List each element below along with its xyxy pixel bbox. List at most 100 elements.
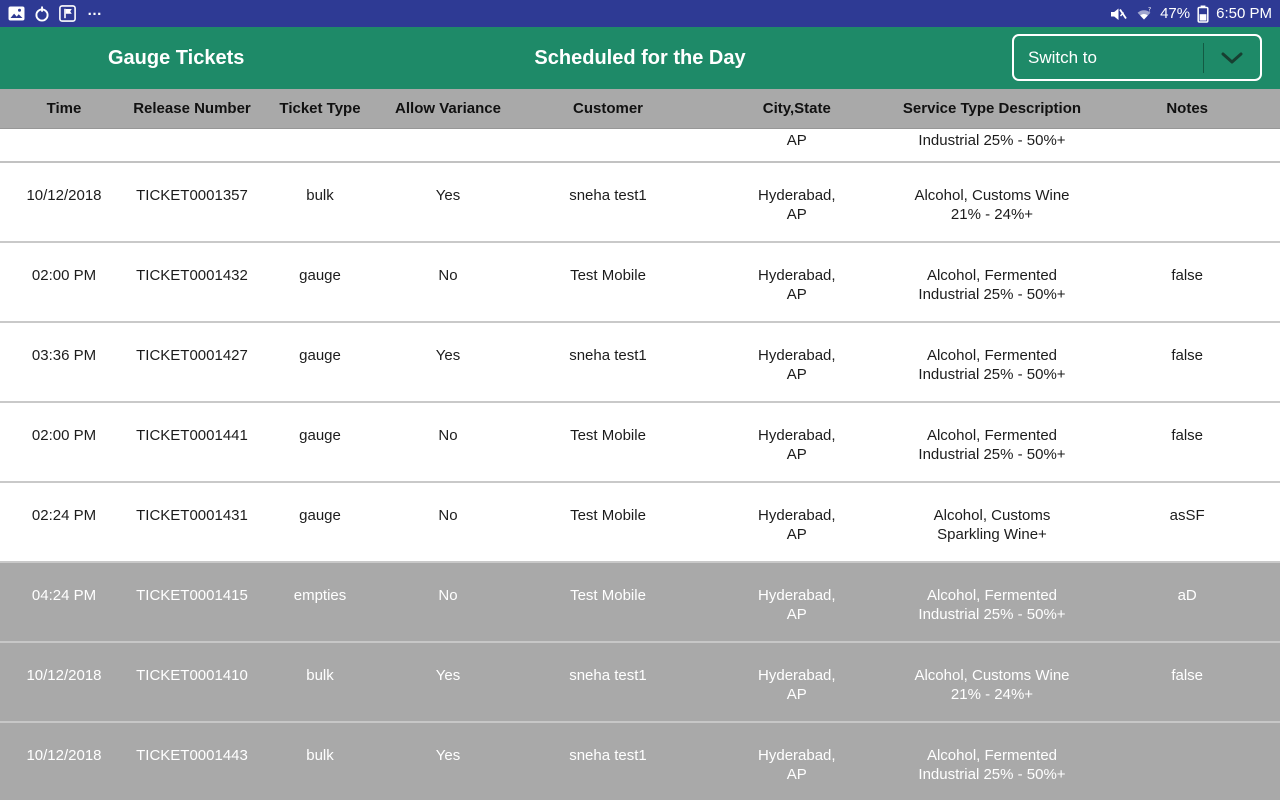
- cell-customer: Test Mobile: [570, 587, 646, 604]
- page-title: Gauge Tickets: [108, 46, 245, 69]
- column-header-time: Time: [46, 100, 82, 117]
- cell-release-number: TICKET0001427: [136, 347, 248, 364]
- app-header: Gauge Tickets Scheduled for the Day Swit…: [0, 27, 1280, 89]
- gallery-icon: [8, 6, 25, 21]
- cell-notes: false: [1171, 427, 1204, 444]
- table-header-row: Time Release Number Ticket Type Allow Va…: [0, 89, 1280, 129]
- flag-icon: [59, 5, 76, 22]
- cell-service-type: Alcohol, Customs Wine 21% - 24%+: [914, 187, 1070, 223]
- cell-city-state: Hyderabad, AP: [758, 267, 836, 303]
- cell-city-state: Hyderabad, AP: [758, 427, 836, 463]
- mute-icon: [1109, 6, 1128, 22]
- cell-ticket-type: empties: [293, 587, 347, 604]
- table-row[interactable]: 02:00 PM TICKET0001432 gauge No Test Mob…: [0, 243, 1280, 323]
- cell-notes: asSF: [1169, 507, 1205, 524]
- status-clock: 6:50 PM: [1216, 5, 1272, 22]
- more-notifications-dots: …: [87, 2, 104, 19]
- cell-allow-variance: No: [438, 587, 458, 604]
- cell-notes: false: [1171, 667, 1204, 684]
- cell-ticket-type: gauge: [299, 347, 341, 364]
- cell-city-state: Hyderabad, AP: [758, 747, 836, 783]
- cell-service-type: Alcohol, Fermented Industrial 25% - 50%+: [918, 427, 1066, 463]
- power-icon: [34, 6, 50, 22]
- cell-allow-variance: Yes: [435, 667, 461, 684]
- cell-city-state: Hyderabad, AP: [758, 347, 836, 383]
- cell-notes: aD: [1177, 587, 1197, 604]
- cell-release-number: TICKET0001441: [136, 427, 248, 444]
- page-subtitle: Scheduled for the Day: [534, 46, 746, 69]
- cell-time: 10/12/2018: [26, 747, 102, 764]
- column-header-city-state: City,State: [762, 100, 831, 117]
- column-header-ticket-type: Ticket Type: [279, 100, 361, 117]
- table-row[interactable]: 03:36 PM TICKET0001427 gauge Yes sneha t…: [0, 323, 1280, 403]
- cell-release-number: TICKET0001432: [136, 267, 248, 284]
- cell-customer: sneha test1: [569, 747, 647, 764]
- switch-to-dropdown[interactable]: Switch to: [1012, 34, 1262, 81]
- cell-customer: sneha test1: [569, 667, 647, 684]
- column-header-notes: Notes: [1166, 100, 1209, 117]
- cell-city-state: Hyderabad, AP: [758, 587, 836, 623]
- table-body: AP Industrial 25% - 50%+ 10/12/2018 TICK…: [0, 129, 1280, 800]
- column-header-allow-variance: Allow Variance: [395, 100, 501, 117]
- cell-allow-variance: Yes: [435, 347, 461, 364]
- column-header-release-number: Release Number: [133, 100, 251, 117]
- battery-percent: 47%: [1160, 5, 1191, 22]
- cell-allow-variance: No: [438, 267, 458, 284]
- cell-time: 04:24 PM: [31, 587, 97, 604]
- cell-allow-variance: Yes: [435, 747, 461, 764]
- cell-release-number: TICKET0001431: [136, 507, 248, 524]
- cell-service-type: Alcohol, Fermented Industrial 25% - 50%+: [918, 267, 1066, 303]
- table-row[interactable]: 02:24 PM TICKET0001431 gauge No Test Mob…: [0, 483, 1280, 563]
- cell-ticket-type: gauge: [299, 267, 341, 284]
- cell-city-state: Hyderabad, AP: [758, 507, 836, 543]
- cell-customer: Test Mobile: [570, 507, 646, 524]
- cell-customer: sneha test1: [569, 187, 647, 204]
- column-header-customer: Customer: [572, 100, 643, 117]
- cell-service-type: Alcohol, Fermented Industrial 25% - 50%+: [918, 587, 1066, 623]
- switch-to-label: Switch to: [1028, 47, 1097, 67]
- cell-customer: Test Mobile: [570, 427, 646, 444]
- cell-ticket-type: bulk: [306, 747, 334, 764]
- cell-service-type: Alcohol, Customs Wine 21% - 24%+: [914, 667, 1070, 703]
- cell-service-type: Alcohol, Fermented Industrial 25% - 50%+: [918, 747, 1066, 783]
- cell-allow-variance: Yes: [435, 187, 461, 204]
- cell-time: 02:00 PM: [31, 427, 97, 444]
- svg-text:?: ?: [1148, 7, 1151, 14]
- column-header-service-type: Service Type Description: [902, 100, 1082, 117]
- table-row[interactable]: 10/12/2018 TICKET0001443 bulk Yes sneha …: [0, 723, 1280, 800]
- cell-ticket-type: gauge: [299, 427, 341, 444]
- cell-service-type: Alcohol, Customs Sparkling Wine+: [933, 507, 1051, 543]
- cell-service-type: Alcohol, Fermented Industrial 25% - 50%+: [918, 347, 1066, 383]
- cell-ticket-type: bulk: [306, 187, 334, 204]
- chevron-down-icon: [1204, 52, 1260, 64]
- cell-release-number: TICKET0001410: [136, 667, 248, 684]
- cell-time: 02:24 PM: [31, 507, 97, 524]
- cell-city-state: Hyderabad, AP: [758, 667, 836, 703]
- cell-city-state: Hyderabad, AP: [758, 187, 836, 223]
- cell-notes: [1094, 746, 1280, 800]
- cell-notes: false: [1171, 347, 1204, 364]
- cell-ticket-type: bulk: [306, 667, 334, 684]
- cell-time: 10/12/2018: [26, 667, 102, 684]
- cell-customer: sneha test1: [569, 347, 647, 364]
- cell-time: 02:00 PM: [31, 267, 97, 284]
- cell-release-number: TICKET0001415: [136, 587, 248, 604]
- cell-customer: Test Mobile: [570, 267, 646, 284]
- cell-notes: false: [1171, 267, 1204, 284]
- table-row[interactable]: 10/12/2018 TICKET0001410 bulk Yes sneha …: [0, 643, 1280, 723]
- cell-release-number: TICKET0001357: [136, 187, 248, 204]
- cell-allow-variance: No: [438, 507, 458, 524]
- dropdown-divider: [1203, 42, 1204, 73]
- battery-icon: [1197, 5, 1209, 23]
- cell-city-state: AP: [786, 132, 807, 149]
- table-row-partial[interactable]: AP Industrial 25% - 50%+: [0, 129, 1280, 163]
- cell-release-number: TICKET0001443: [136, 747, 248, 764]
- table-row[interactable]: 10/12/2018 TICKET0001357 bulk Yes sneha …: [0, 163, 1280, 243]
- table-row[interactable]: 02:00 PM TICKET0001441 gauge No Test Mob…: [0, 403, 1280, 483]
- cell-time: 10/12/2018: [26, 187, 102, 204]
- cell-ticket-type: gauge: [299, 507, 341, 524]
- cell-allow-variance: No: [438, 427, 458, 444]
- table-row[interactable]: 04:24 PM TICKET0001415 empties No Test M…: [0, 563, 1280, 643]
- cell-service-type: Industrial 25% - 50%+: [918, 132, 1066, 149]
- cell-notes: [1094, 186, 1280, 241]
